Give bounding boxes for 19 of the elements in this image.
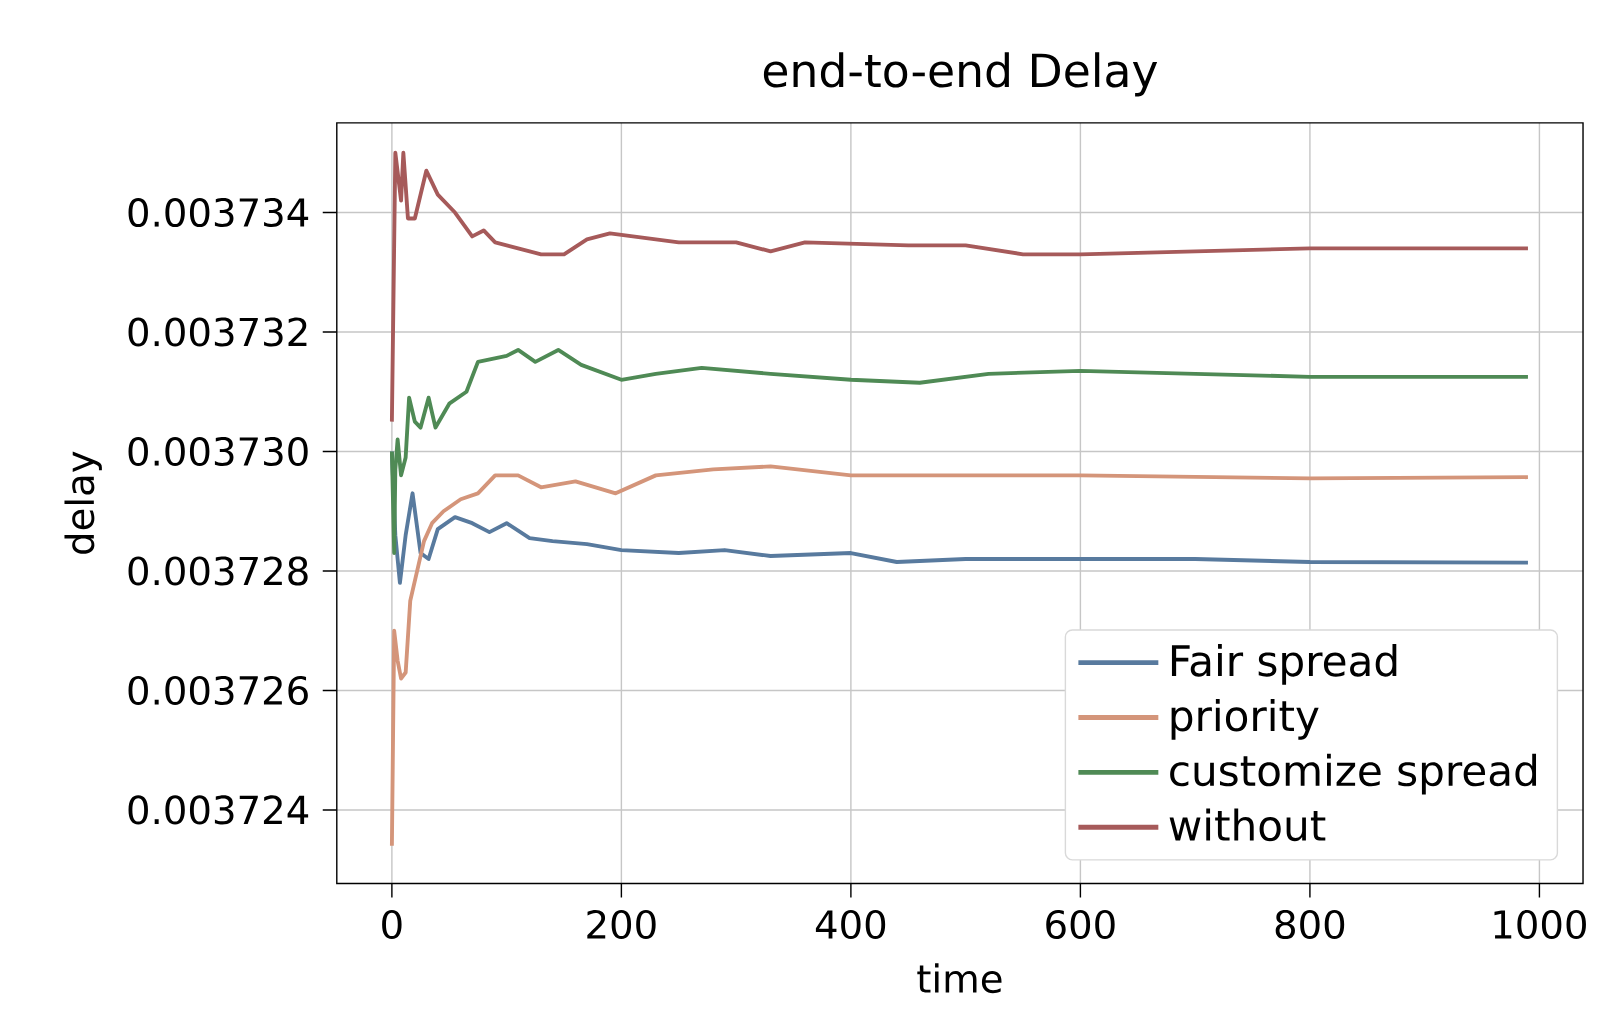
y-tick-label: 0.003734 xyxy=(128,197,309,227)
chart-title: end-to-end Delay xyxy=(763,52,1158,97)
y-axis-title: delay xyxy=(64,451,102,554)
legend-label: Fair spread xyxy=(1171,643,1397,685)
x-tick-label: 600 xyxy=(1046,909,1115,939)
x-tick-label: 1000 xyxy=(1494,909,1586,939)
x-tick-label: 800 xyxy=(1275,909,1345,939)
legend-label: priority xyxy=(1171,698,1319,740)
x-tick-label: 400 xyxy=(815,909,886,939)
x-tick-label: 0 xyxy=(382,909,402,939)
y-tick-label: 0.003728 xyxy=(128,556,308,586)
x-axis-title: time xyxy=(917,963,1002,993)
y-tick-label: 0.003724 xyxy=(128,795,309,825)
y-tick-label: 0.003730 xyxy=(128,436,308,466)
y-tick-label: 0.003732 xyxy=(128,317,307,347)
legend-label: customize spread xyxy=(1170,753,1537,795)
x-tick-label: 200 xyxy=(587,909,656,939)
y-tick-label: 0.003726 xyxy=(128,675,308,705)
legend-label: without xyxy=(1169,808,1326,842)
